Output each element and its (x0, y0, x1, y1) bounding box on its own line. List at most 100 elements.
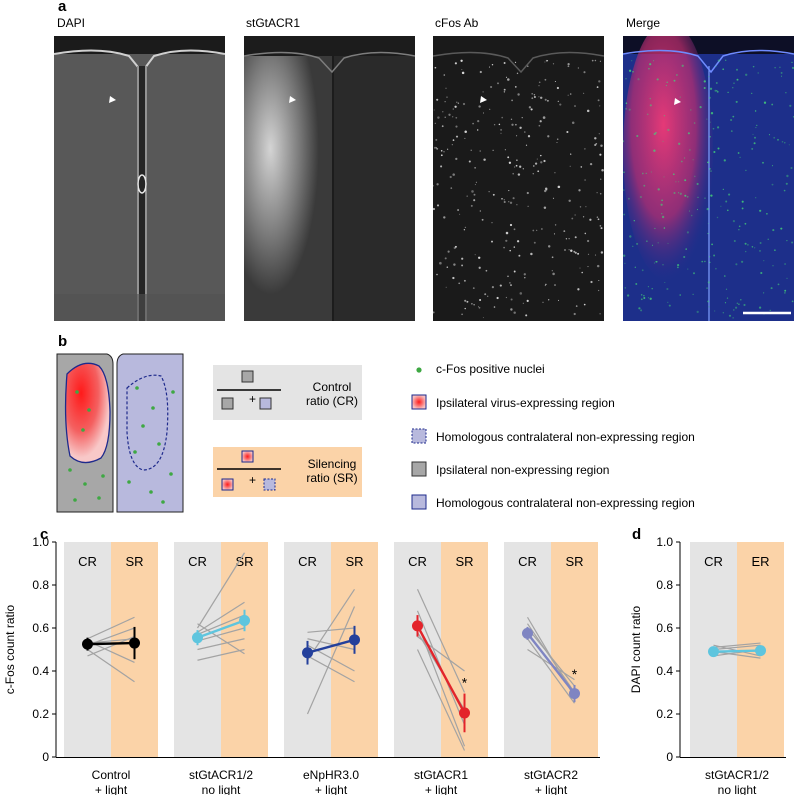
y-tick-label: 0.2 (656, 707, 673, 721)
silencing-ratio-box (213, 447, 362, 497)
legend-contra-nonexp-solid: Homologous contralateral non-expressing … (436, 496, 695, 510)
individual-line (713, 651, 761, 659)
mean-point (192, 632, 203, 644)
y-tick-label: 0.8 (656, 578, 673, 592)
mean-line (87, 641, 135, 646)
group-label: + light (425, 783, 458, 795)
y-tick-label: 1.0 (32, 535, 49, 549)
group-label: + light (535, 783, 568, 795)
individual-line (527, 627, 575, 687)
micro-label-cfos: cFos Ab (435, 16, 479, 30)
cfos-count-chart: 0 0.2 0.4 0.6 0.8 1.0 c-Fos count ratio CR SR Con… (3, 535, 600, 795)
mean-point (129, 637, 140, 649)
column-label: ER (751, 554, 769, 569)
group-label: stGtACR1 (414, 768, 468, 782)
panel-c-letter: c (40, 526, 49, 543)
individual-line (87, 649, 135, 683)
y-tick-label: 0.6 (32, 621, 49, 635)
control-ratio-fraction (217, 370, 281, 410)
legend-ipsi-virus: Ipsilateral virus-expressing region (436, 396, 615, 410)
mean-line (713, 649, 761, 653)
panel-a-letter: a (58, 0, 67, 15)
silencing-plus: + (249, 473, 257, 487)
mean-point (459, 707, 470, 719)
y-axis-label: DAPI count ratio (629, 605, 643, 693)
legend-cfos: c-Fos positive nuclei (436, 362, 545, 376)
y-tick-label: 0 (42, 750, 49, 764)
column-label: CR (298, 554, 317, 569)
y-tick-label: 0.4 (656, 664, 673, 678)
column-label: SR (345, 554, 363, 569)
panel-b-letter: b (58, 333, 68, 350)
micro-label-merge: Merge (626, 16, 661, 30)
column-label: SR (125, 554, 143, 569)
group-label: no light (202, 783, 241, 795)
column-label: CR (78, 554, 97, 569)
stgtacr1-image (244, 36, 415, 321)
sr-background (551, 542, 598, 757)
legend-swatches (411, 367, 427, 510)
cfos-image (433, 36, 604, 321)
mean-point (708, 646, 719, 658)
control-label: Control ratio (CR) (305, 380, 358, 408)
individual-line (197, 623, 245, 655)
mean-line (197, 619, 245, 639)
y-tick-label: 1.0 (656, 535, 673, 549)
column-label: SR (235, 554, 253, 569)
silencing-ratio-fraction (217, 450, 281, 491)
individual-line (197, 627, 245, 642)
mean-line (416, 625, 466, 714)
brain-schematic (56, 353, 184, 513)
y-tick-label: 0.8 (32, 578, 49, 592)
individual-line (196, 552, 246, 629)
panel-d-letter: d (632, 526, 642, 543)
mean-point (522, 627, 533, 639)
mean-point (412, 620, 423, 632)
individual-line (87, 638, 135, 644)
group-label: Control (92, 768, 131, 782)
group-label: stGtACR2 (524, 768, 578, 782)
mean-line (307, 638, 355, 654)
group-label: eNpHR3.0 (303, 768, 359, 782)
group-label: + light (95, 783, 128, 795)
mean-point (302, 647, 313, 659)
individual-line (197, 601, 245, 633)
legend-contra-nonexp-dashed: Homologous contralateral non-expressing … (436, 430, 695, 444)
y-tick-label: 0 (666, 750, 673, 764)
individual-line (87, 616, 135, 640)
individual-line (527, 623, 575, 693)
individual-line (307, 627, 355, 633)
merge-image (623, 36, 794, 321)
individual-line (416, 589, 466, 693)
individual-line (307, 655, 355, 683)
legend-ipsi-nonexp: Ipsilateral non-expressing region (436, 463, 610, 477)
mean-point (755, 645, 766, 657)
y-tick-label: 0.4 (32, 664, 49, 678)
individual-line (197, 614, 245, 636)
column-label: CR (704, 554, 723, 569)
group-label: no light (718, 783, 757, 795)
mean-point (82, 638, 93, 650)
individual-line (713, 642, 761, 648)
mean-point (569, 688, 580, 700)
y-axis-label: c-Fos count ratio (3, 604, 17, 694)
dapi-count-chart: 0 0.2 0.4 0.6 0.8 1.0 DAPI count ratio CR ER stGt… (629, 535, 786, 795)
column-label: SR (565, 554, 583, 569)
individual-line (197, 638, 245, 651)
significance-star: * (462, 675, 468, 691)
individual-line (306, 606, 356, 715)
control-plus: + (249, 392, 257, 406)
control-ratio-box (213, 365, 362, 420)
column-label: CR (518, 554, 537, 569)
individual-line (306, 588, 356, 661)
column-label: SR (455, 554, 473, 569)
column-label: CR (408, 554, 427, 569)
silencing-label: Silencing ratio (SR) (306, 457, 358, 485)
individual-line (416, 649, 466, 751)
individual-line (307, 638, 355, 651)
group-label: stGtACR1/2 (189, 768, 253, 782)
micro-label-stgtacr1: stGtACR1 (246, 16, 301, 30)
mean-point (349, 634, 360, 646)
significance-star: * (572, 666, 578, 682)
mean-point (239, 614, 250, 626)
